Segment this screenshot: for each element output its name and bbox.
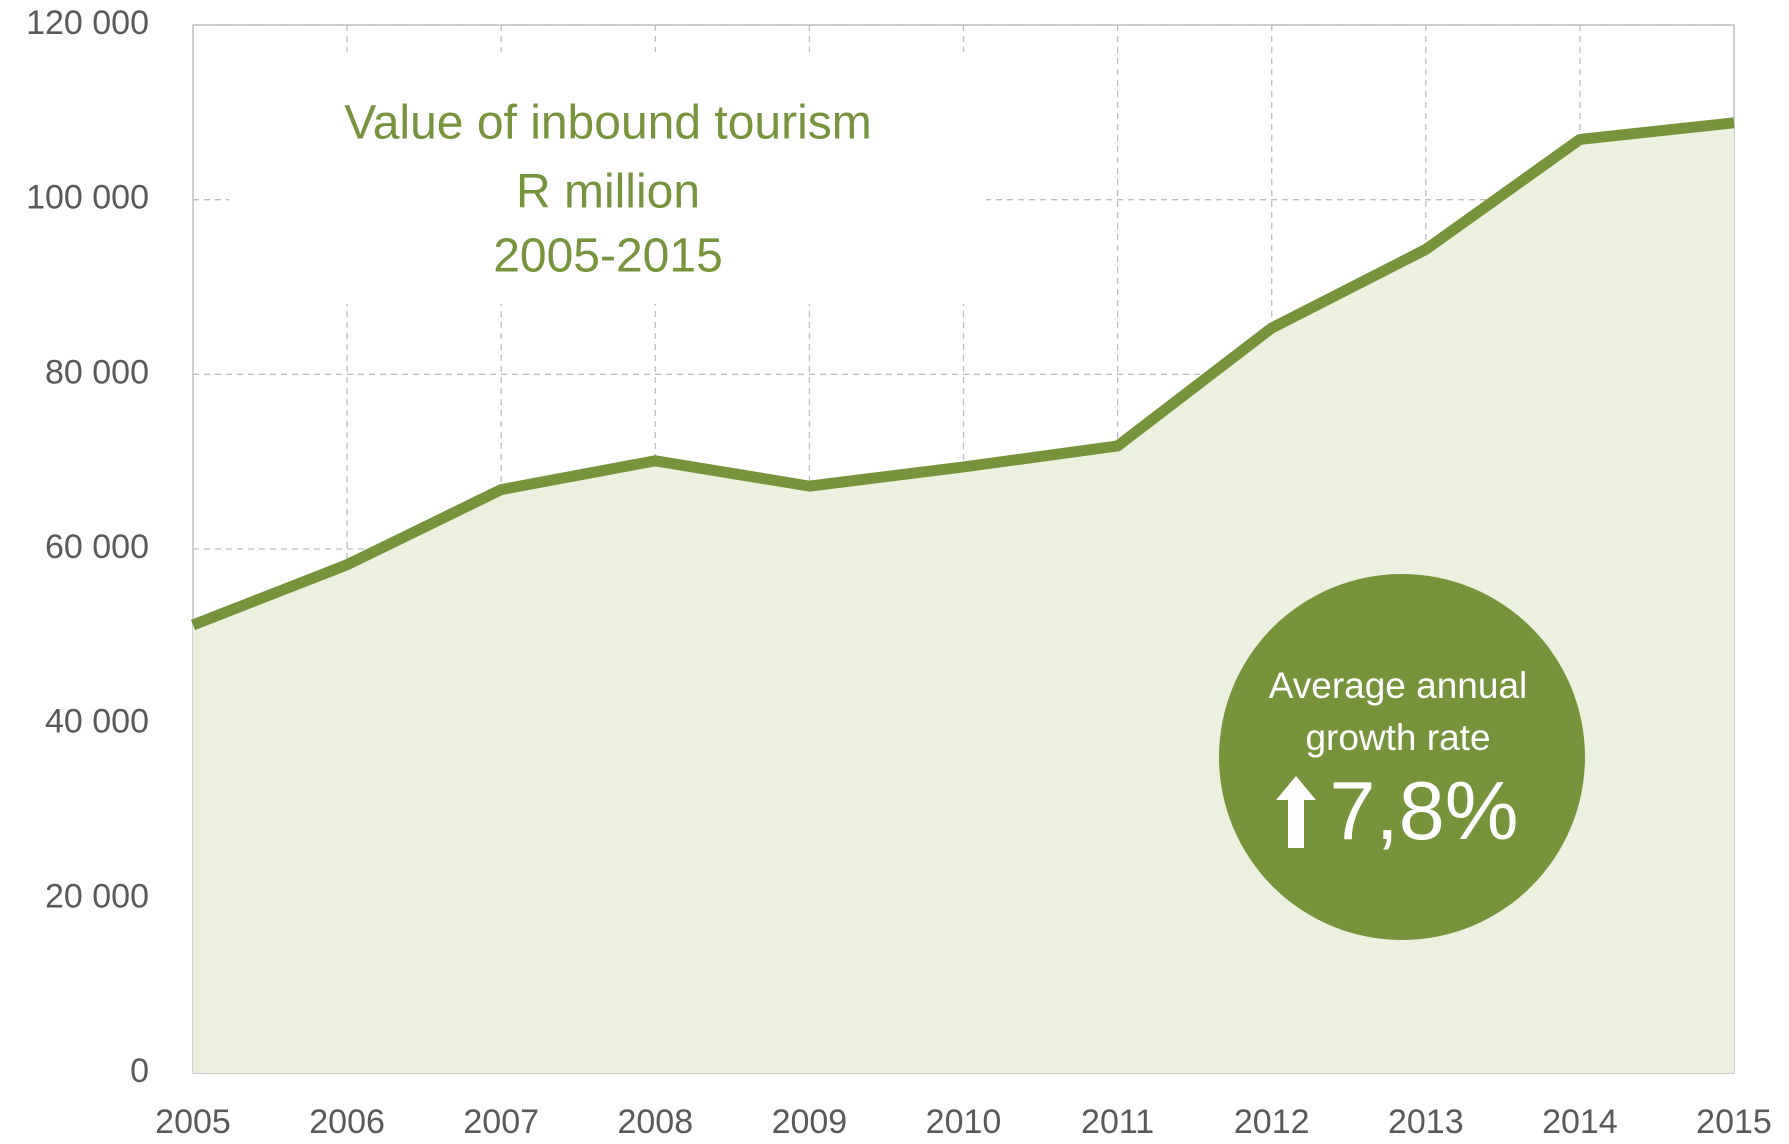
x-tick-label: 2005: [155, 1103, 231, 1141]
annotation-value: 7,8%: [1329, 764, 1518, 857]
annotation-text: Average annual: [1269, 665, 1528, 706]
up-arrow: [1276, 776, 1316, 848]
x-tick-label: 2012: [1234, 1103, 1310, 1141]
chart-subtitle: 2005-2015: [493, 230, 723, 283]
x-tick-label: 2006: [309, 1103, 385, 1141]
x-tick-label: 2013: [1388, 1103, 1464, 1141]
y-tick-label: 0: [130, 1052, 149, 1090]
y-tick-label: 40 000: [45, 703, 149, 741]
line: [190, 117, 1735, 631]
y-tick-label: 80 000: [45, 353, 149, 391]
x-tick-label: 2008: [617, 1103, 693, 1141]
y-tick-label: 120 000: [26, 4, 149, 42]
y-tick-label: 20 000: [45, 877, 149, 915]
x-tick-label: 2015: [1696, 1103, 1772, 1141]
growth-badge: [1219, 574, 1585, 940]
x-tick-label: 2010: [926, 1103, 1002, 1141]
x-tick-label: 2007: [463, 1103, 539, 1141]
y-tick-label: 60 000: [45, 528, 149, 566]
y-tick-label: 100 000: [26, 179, 149, 217]
x-tick-label: 2011: [1081, 1103, 1154, 1141]
x-tick-label: 2009: [772, 1103, 848, 1141]
title-box: [229, 52, 986, 304]
annotation-text: growth rate: [1305, 717, 1490, 758]
chart-title: Value of inbound tourism: [344, 97, 871, 150]
chart-subtitle: R million: [516, 166, 700, 219]
x-tick-label: 2014: [1542, 1103, 1618, 1141]
